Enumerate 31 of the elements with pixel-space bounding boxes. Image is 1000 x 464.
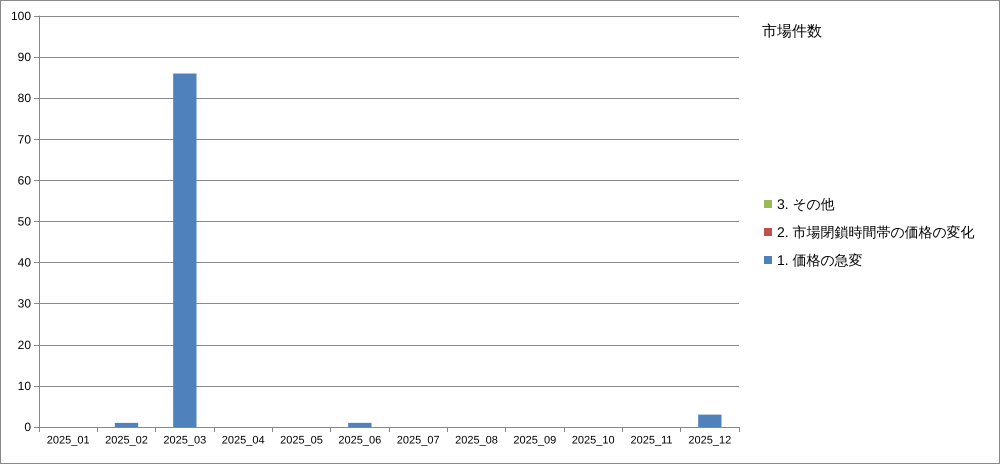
y-tick-label: 0 xyxy=(24,420,32,434)
bar xyxy=(348,422,372,427)
x-tick-label: 2025_09 xyxy=(513,434,556,446)
bar xyxy=(173,74,196,427)
x-tick-label: 2025_08 xyxy=(455,434,498,446)
y-tick-label: 30 xyxy=(18,296,32,311)
bar xyxy=(114,422,138,427)
y-tick-label: 60 xyxy=(18,173,32,188)
x-tick-label: 2025_11 xyxy=(630,434,673,446)
x-tick-label: 2025_04 xyxy=(222,434,265,446)
x-tick-label: 2025_01 xyxy=(46,434,90,446)
y-tick-label: 10 xyxy=(18,378,32,393)
x-tick-label: 2025_02 xyxy=(105,434,148,446)
x-tick-label: 2025_06 xyxy=(338,434,382,446)
y-tick-label: 100 xyxy=(10,9,32,23)
x-tick-label: 2025_07 xyxy=(396,434,440,446)
x-tick-label: 2025_12 xyxy=(688,434,732,446)
x-tick-label: 2025_03 xyxy=(163,434,206,446)
y-tick-label: 70 xyxy=(18,132,32,146)
bar xyxy=(698,414,722,427)
y-tick-label: 90 xyxy=(18,50,32,64)
legend-label: 1. 価格の急変 xyxy=(777,252,863,268)
text: 市場件数 xyxy=(762,23,822,40)
legend-label: 2. 市場閉鎖時間帯の価格の変化 xyxy=(777,224,975,240)
x-tick-label: 2025_10 xyxy=(572,434,615,446)
y-tick-label: 20 xyxy=(18,338,32,352)
y-tick-label: 50 xyxy=(18,214,32,228)
y-tick-label: 80 xyxy=(18,91,32,106)
x-tick-label: 2025_05 xyxy=(280,434,323,446)
legend-label: 3. その他 xyxy=(777,196,835,212)
y-tick-label: 40 xyxy=(18,256,32,270)
